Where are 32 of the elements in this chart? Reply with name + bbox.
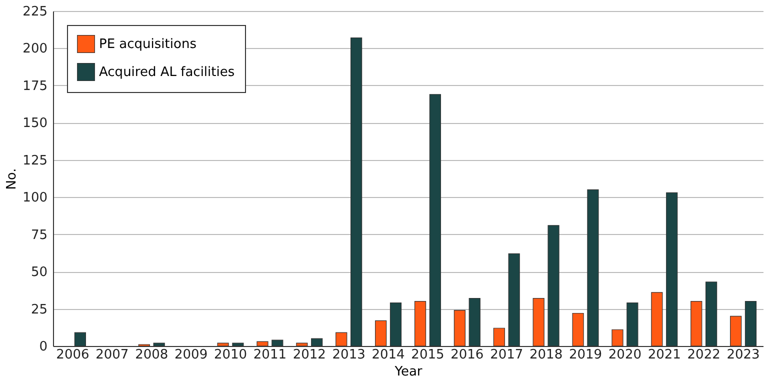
y-tick-label: 100	[22, 190, 48, 206]
x-tick-label: 2014	[372, 348, 405, 362]
x-axis-title: Year	[394, 364, 423, 380]
x-tick-label: 2010	[214, 348, 248, 362]
y-tick-label: 200	[22, 42, 48, 57]
legend-label: Acquired AL facilities	[99, 65, 235, 80]
y-tick-label: 150	[22, 116, 48, 132]
x-tick-label: 2020	[608, 348, 642, 362]
y-tick-label: 50	[30, 265, 48, 280]
x-tick-label: 2006	[56, 348, 90, 362]
y-tick-label: 75	[30, 228, 48, 243]
y-tick-label: 175	[22, 78, 48, 94]
x-tick-label: 2012	[292, 348, 326, 362]
x-tick-label: 2022	[687, 348, 720, 362]
x-tick-label: 2013	[332, 348, 366, 362]
x-tick-label: 2021	[648, 348, 681, 362]
x-tick-label: 2008	[135, 348, 168, 362]
x-tick-label: 2023	[726, 348, 760, 362]
x-tick-label: 2019	[568, 348, 602, 362]
x-tick-label: 2009	[174, 348, 208, 362]
y-tick-label: 225	[22, 4, 48, 20]
x-tick-label: 2015	[411, 348, 444, 362]
x-tick-label: 2011	[253, 348, 286, 362]
y-axis-title: No.	[4, 168, 20, 190]
x-tick-label: 2007	[96, 348, 129, 362]
y-tick-label: 0	[39, 340, 48, 354]
legend-label: PE acquisitions	[99, 37, 197, 52]
y-tick-label: 125	[22, 153, 48, 168]
x-tick-label: 2018	[530, 348, 563, 362]
y-tick-label: 25	[30, 302, 48, 318]
x-tick-label: 2017	[490, 348, 524, 362]
x-tick-label: 2016	[450, 348, 484, 362]
